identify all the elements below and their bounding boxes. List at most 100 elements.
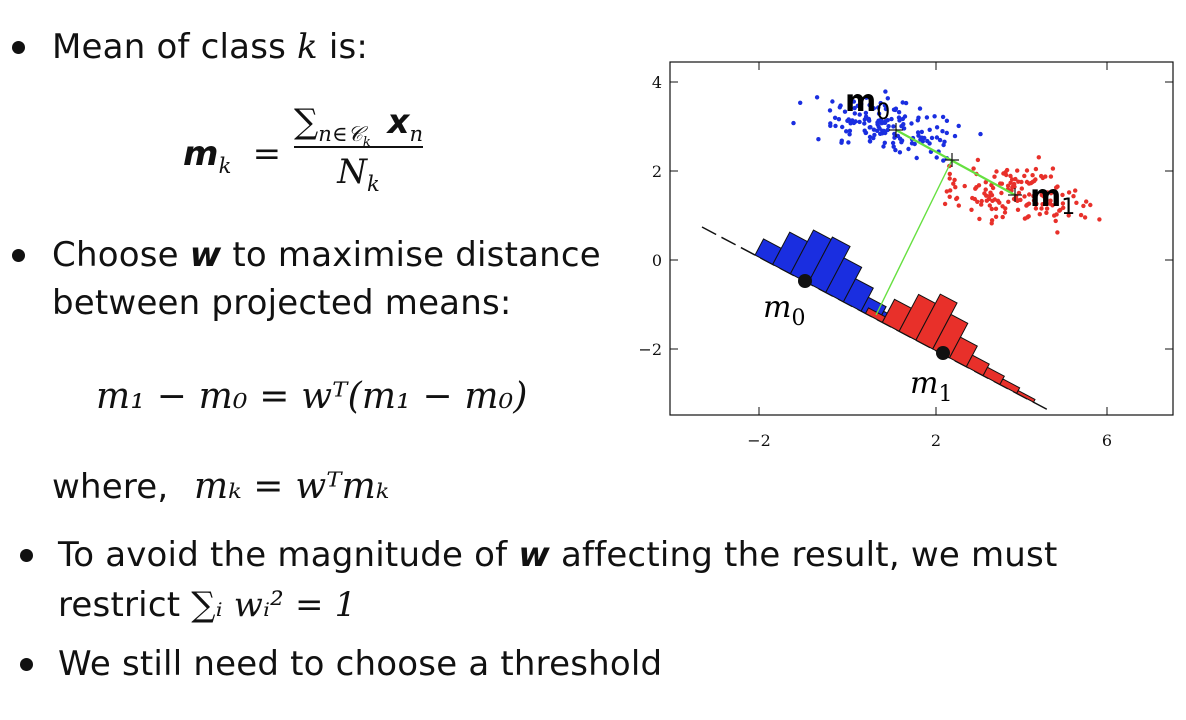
data-point — [1074, 200, 1079, 205]
data-point — [1053, 218, 1058, 224]
data-point — [934, 155, 939, 160]
data-point — [1033, 166, 1039, 172]
data-point — [919, 129, 924, 135]
data-point — [862, 121, 867, 126]
data-point — [867, 125, 872, 130]
bullet-2-line2: between projected means: — [52, 283, 512, 323]
data-point — [840, 124, 845, 130]
histogram-bar — [807, 236, 851, 294]
x-tick-label: −2 — [747, 431, 771, 450]
data-point — [871, 106, 876, 111]
data-point — [1013, 196, 1018, 202]
histogram-bar — [825, 257, 863, 303]
data-point — [851, 99, 856, 104]
data-point — [883, 89, 888, 94]
bullet-4-text: We still need to choose a threshold — [58, 644, 663, 684]
bullet-3-line2-prefix: restrict — [58, 585, 192, 625]
data-point — [1006, 199, 1011, 204]
data-point — [1008, 173, 1013, 179]
data-point — [947, 171, 952, 177]
data-point — [999, 190, 1004, 196]
data-point — [846, 140, 851, 145]
data-point — [1022, 173, 1027, 179]
data-point — [920, 139, 925, 144]
data-point — [925, 138, 930, 144]
data-point — [900, 100, 905, 105]
data-point — [833, 123, 838, 129]
data-point — [867, 102, 872, 108]
data-point — [837, 105, 842, 110]
class-0-histogram — [754, 229, 918, 340]
data-point — [900, 116, 905, 122]
data-point — [1078, 212, 1084, 218]
data-point — [1002, 210, 1008, 215]
data-point — [839, 138, 844, 143]
bullet-1-suffix: is: — [317, 27, 369, 67]
data-point — [1066, 190, 1072, 195]
data-point — [852, 111, 857, 116]
projected-mean-1-label: m1 — [910, 366, 952, 407]
class-1-histogram — [864, 293, 1036, 403]
data-point — [909, 121, 914, 126]
data-point — [882, 140, 887, 145]
data-point — [1048, 198, 1053, 203]
eq1-lhs-m: m — [183, 134, 219, 174]
data-point — [1097, 217, 1102, 222]
data-point — [1019, 179, 1024, 185]
data-point — [885, 96, 890, 101]
data-point — [1022, 216, 1028, 221]
data-point — [864, 95, 869, 100]
eq1-sum-subsub: k — [362, 135, 371, 150]
eq1-N-sub: k — [367, 170, 380, 196]
data-point — [889, 116, 894, 122]
data-point — [1005, 183, 1011, 188]
data-point — [1037, 212, 1042, 217]
data-point — [915, 130, 921, 135]
bullet-marker-4 — [20, 658, 33, 671]
data-point — [917, 106, 923, 111]
data-point — [992, 197, 997, 202]
bullet-2-var: w — [189, 235, 222, 275]
data-point — [944, 118, 950, 123]
eq1-fraction-bar — [294, 146, 424, 148]
data-point — [896, 110, 902, 115]
data-point — [1073, 188, 1078, 193]
mean-cross-markers — [889, 123, 1022, 202]
data-point — [1031, 198, 1037, 203]
eq1-x: x — [387, 102, 410, 142]
data-point — [978, 131, 983, 137]
data-point — [1008, 180, 1013, 185]
data-point — [876, 118, 881, 123]
data-point — [1033, 202, 1038, 207]
data-point — [987, 203, 992, 208]
data-point — [878, 100, 883, 106]
data-point — [1041, 194, 1046, 199]
data-point — [919, 135, 924, 140]
data-point — [897, 150, 903, 155]
histogram-bar — [948, 336, 978, 368]
data-point — [1033, 177, 1038, 182]
data-point — [1044, 210, 1049, 215]
data-point — [934, 125, 940, 130]
data-point — [983, 187, 988, 192]
data-point — [924, 115, 930, 120]
eq2: m₁ − m₀ = wᵀ(m₁ − m₀) — [96, 376, 528, 417]
data-point — [1071, 194, 1076, 199]
y-tick-label: 0 — [652, 251, 662, 270]
data-point — [828, 121, 833, 126]
eq1-sum: ∑ — [294, 102, 319, 142]
data-point — [857, 112, 862, 117]
eq1-fraction: ∑n∈𝒞k xn Nk — [294, 100, 424, 196]
data-point — [832, 115, 838, 120]
data-point — [863, 130, 869, 135]
data-point — [992, 174, 997, 179]
data-point — [994, 169, 999, 174]
bullet-1-text: Mean of class k is: — [52, 27, 368, 67]
data-point — [1066, 213, 1071, 218]
x-tick-label: 2 — [931, 431, 941, 450]
data-point — [912, 141, 917, 147]
bullet-3-var: w — [518, 535, 550, 575]
data-point — [1010, 184, 1015, 189]
data-point — [954, 195, 960, 201]
bullet-3-constraint: ∑ᵢ wᵢ² = 1 — [191, 585, 357, 625]
